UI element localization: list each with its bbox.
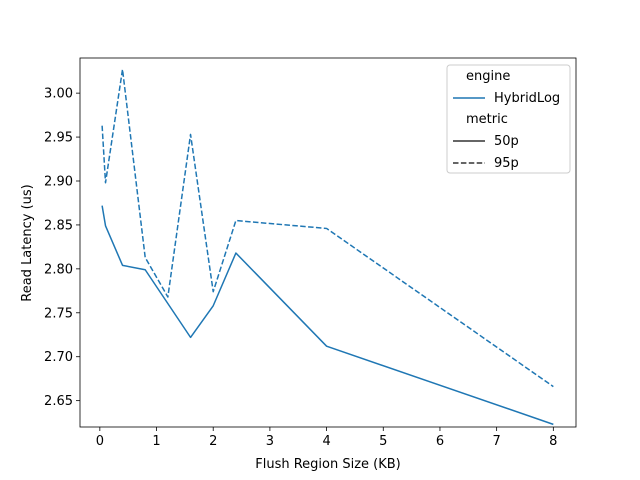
x-tick-label: 5: [379, 434, 387, 449]
x-tick-label: 0: [96, 434, 104, 449]
legend-title-metric: metric: [466, 112, 508, 127]
y-tick-label: 2.70: [44, 350, 73, 365]
x-tick-label: 4: [322, 434, 330, 449]
x-tick-label: 2: [209, 434, 217, 449]
series-layer: [101, 68, 554, 426]
x-tick-label: 8: [549, 434, 557, 449]
y-tick-label: 2.95: [44, 131, 73, 146]
axes-layer: 0 1 2 3 4 5 6 7 8 2.65 2.70 2.75 2.80 2.85 2.90 2.95 3.0…: [44, 57, 577, 449]
y-tick-label: 2.80: [44, 262, 73, 277]
x-tick-label: 6: [436, 434, 444, 449]
legend-title-engine: engine: [466, 69, 510, 84]
legend: engine HybridLog metric 50p 95p: [446, 64, 571, 174]
y-tick-label: 2.65: [44, 394, 73, 409]
y-tick-label: 2.90: [44, 175, 73, 190]
legend-entry-95p: 95p: [494, 156, 519, 171]
series-line-95p: [101, 68, 554, 388]
y-tick-label: 3.00: [44, 87, 73, 102]
x-tick-label: 1: [152, 434, 160, 449]
legend-entry-50p: 50p: [494, 134, 519, 149]
y-tick-label: 2.85: [44, 218, 73, 233]
series-line-50p: [101, 205, 554, 426]
legend-frame: [446, 64, 571, 174]
y-axis-label: Read Latency (us): [20, 184, 35, 301]
axes-frame: [79, 57, 577, 428]
y-tick-label: 2.75: [44, 306, 73, 321]
x-axis-label: Flush Region Size (KB): [255, 457, 401, 472]
legend-entry-hybridlog: HybridLog: [494, 91, 560, 106]
x-tick-label: 7: [492, 434, 500, 449]
x-tick-label: 3: [266, 434, 274, 449]
